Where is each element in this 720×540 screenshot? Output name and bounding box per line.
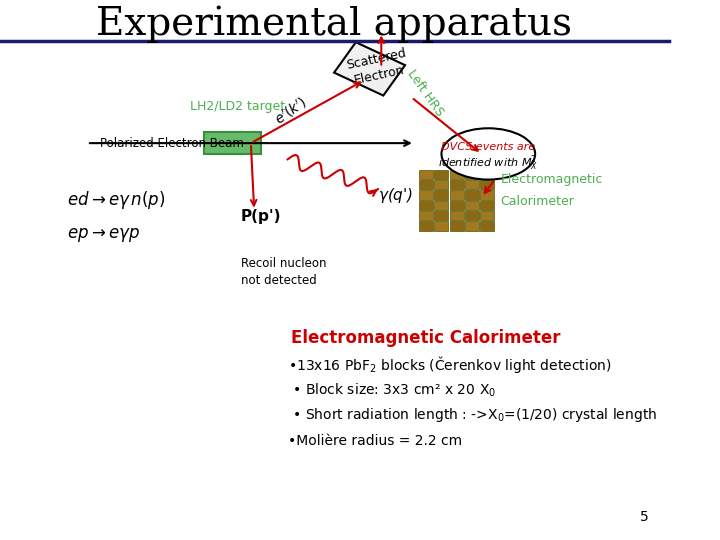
Text: identified with M$_X^2$: identified with M$_X^2$ (438, 154, 539, 173)
FancyBboxPatch shape (419, 211, 433, 220)
Text: $\gamma$(q'): $\gamma$(q') (378, 186, 413, 205)
FancyBboxPatch shape (465, 201, 479, 210)
Text: • Block size: 3x3 cm² x 20 X$_0$: • Block size: 3x3 cm² x 20 X$_0$ (287, 381, 496, 399)
FancyBboxPatch shape (480, 221, 495, 231)
Text: Calorimeter: Calorimeter (500, 195, 575, 208)
FancyBboxPatch shape (419, 201, 433, 210)
FancyBboxPatch shape (480, 180, 495, 189)
Text: Electromagnetic Calorimeter: Electromagnetic Calorimeter (291, 328, 560, 347)
FancyBboxPatch shape (465, 211, 479, 220)
FancyBboxPatch shape (449, 221, 464, 231)
FancyBboxPatch shape (204, 132, 261, 154)
FancyBboxPatch shape (434, 201, 448, 210)
FancyBboxPatch shape (480, 201, 495, 210)
FancyBboxPatch shape (434, 170, 448, 179)
Text: Experimental apparatus: Experimental apparatus (96, 5, 572, 43)
FancyBboxPatch shape (449, 170, 464, 179)
Polygon shape (334, 42, 405, 96)
Text: 5: 5 (640, 510, 649, 524)
FancyBboxPatch shape (419, 180, 433, 189)
Text: P(p'): P(p') (240, 208, 282, 224)
Text: Scattered
Electron: Scattered Electron (345, 47, 410, 88)
FancyBboxPatch shape (449, 180, 464, 189)
FancyBboxPatch shape (480, 190, 495, 200)
Text: •13x16 PbF$_2$ blocks (Čerenkov light detection): •13x16 PbF$_2$ blocks (Čerenkov light de… (287, 354, 611, 375)
FancyBboxPatch shape (434, 221, 448, 231)
Text: Polarized Electron Beam: Polarized Electron Beam (100, 137, 244, 150)
Text: $ep \rightarrow e\gamma p$: $ep \rightarrow e\gamma p$ (67, 226, 140, 244)
FancyBboxPatch shape (419, 190, 433, 200)
FancyBboxPatch shape (449, 211, 464, 220)
FancyBboxPatch shape (480, 211, 495, 220)
Text: •Molière radius = 2.2 cm: •Molière radius = 2.2 cm (287, 434, 462, 448)
Text: Electromagnetic: Electromagnetic (500, 173, 603, 186)
FancyBboxPatch shape (434, 180, 448, 189)
FancyBboxPatch shape (465, 190, 479, 200)
Text: Recoil nucleon
not detected: Recoil nucleon not detected (240, 256, 326, 287)
FancyBboxPatch shape (449, 190, 464, 200)
FancyBboxPatch shape (434, 211, 448, 220)
Text: $ed \rightarrow e\gamma\, n(p)$: $ed \rightarrow e\gamma\, n(p)$ (67, 189, 166, 211)
Text: • Short radiation length : ->X$_0$=(1/20) crystal length: • Short radiation length : ->X$_0$=(1/20… (287, 406, 657, 424)
FancyBboxPatch shape (465, 170, 479, 179)
FancyBboxPatch shape (465, 221, 479, 231)
FancyBboxPatch shape (419, 170, 433, 179)
FancyBboxPatch shape (465, 180, 479, 189)
FancyBboxPatch shape (434, 190, 448, 200)
Ellipse shape (441, 129, 535, 180)
Text: $e'(k')$: $e'(k')$ (271, 94, 310, 127)
Text: Left HRS: Left HRS (405, 67, 446, 119)
Text: DVCS events are: DVCS events are (441, 143, 536, 152)
FancyBboxPatch shape (480, 170, 495, 179)
FancyBboxPatch shape (419, 221, 433, 231)
FancyBboxPatch shape (449, 201, 464, 210)
Text: LH2/LD2 target: LH2/LD2 target (190, 100, 285, 113)
